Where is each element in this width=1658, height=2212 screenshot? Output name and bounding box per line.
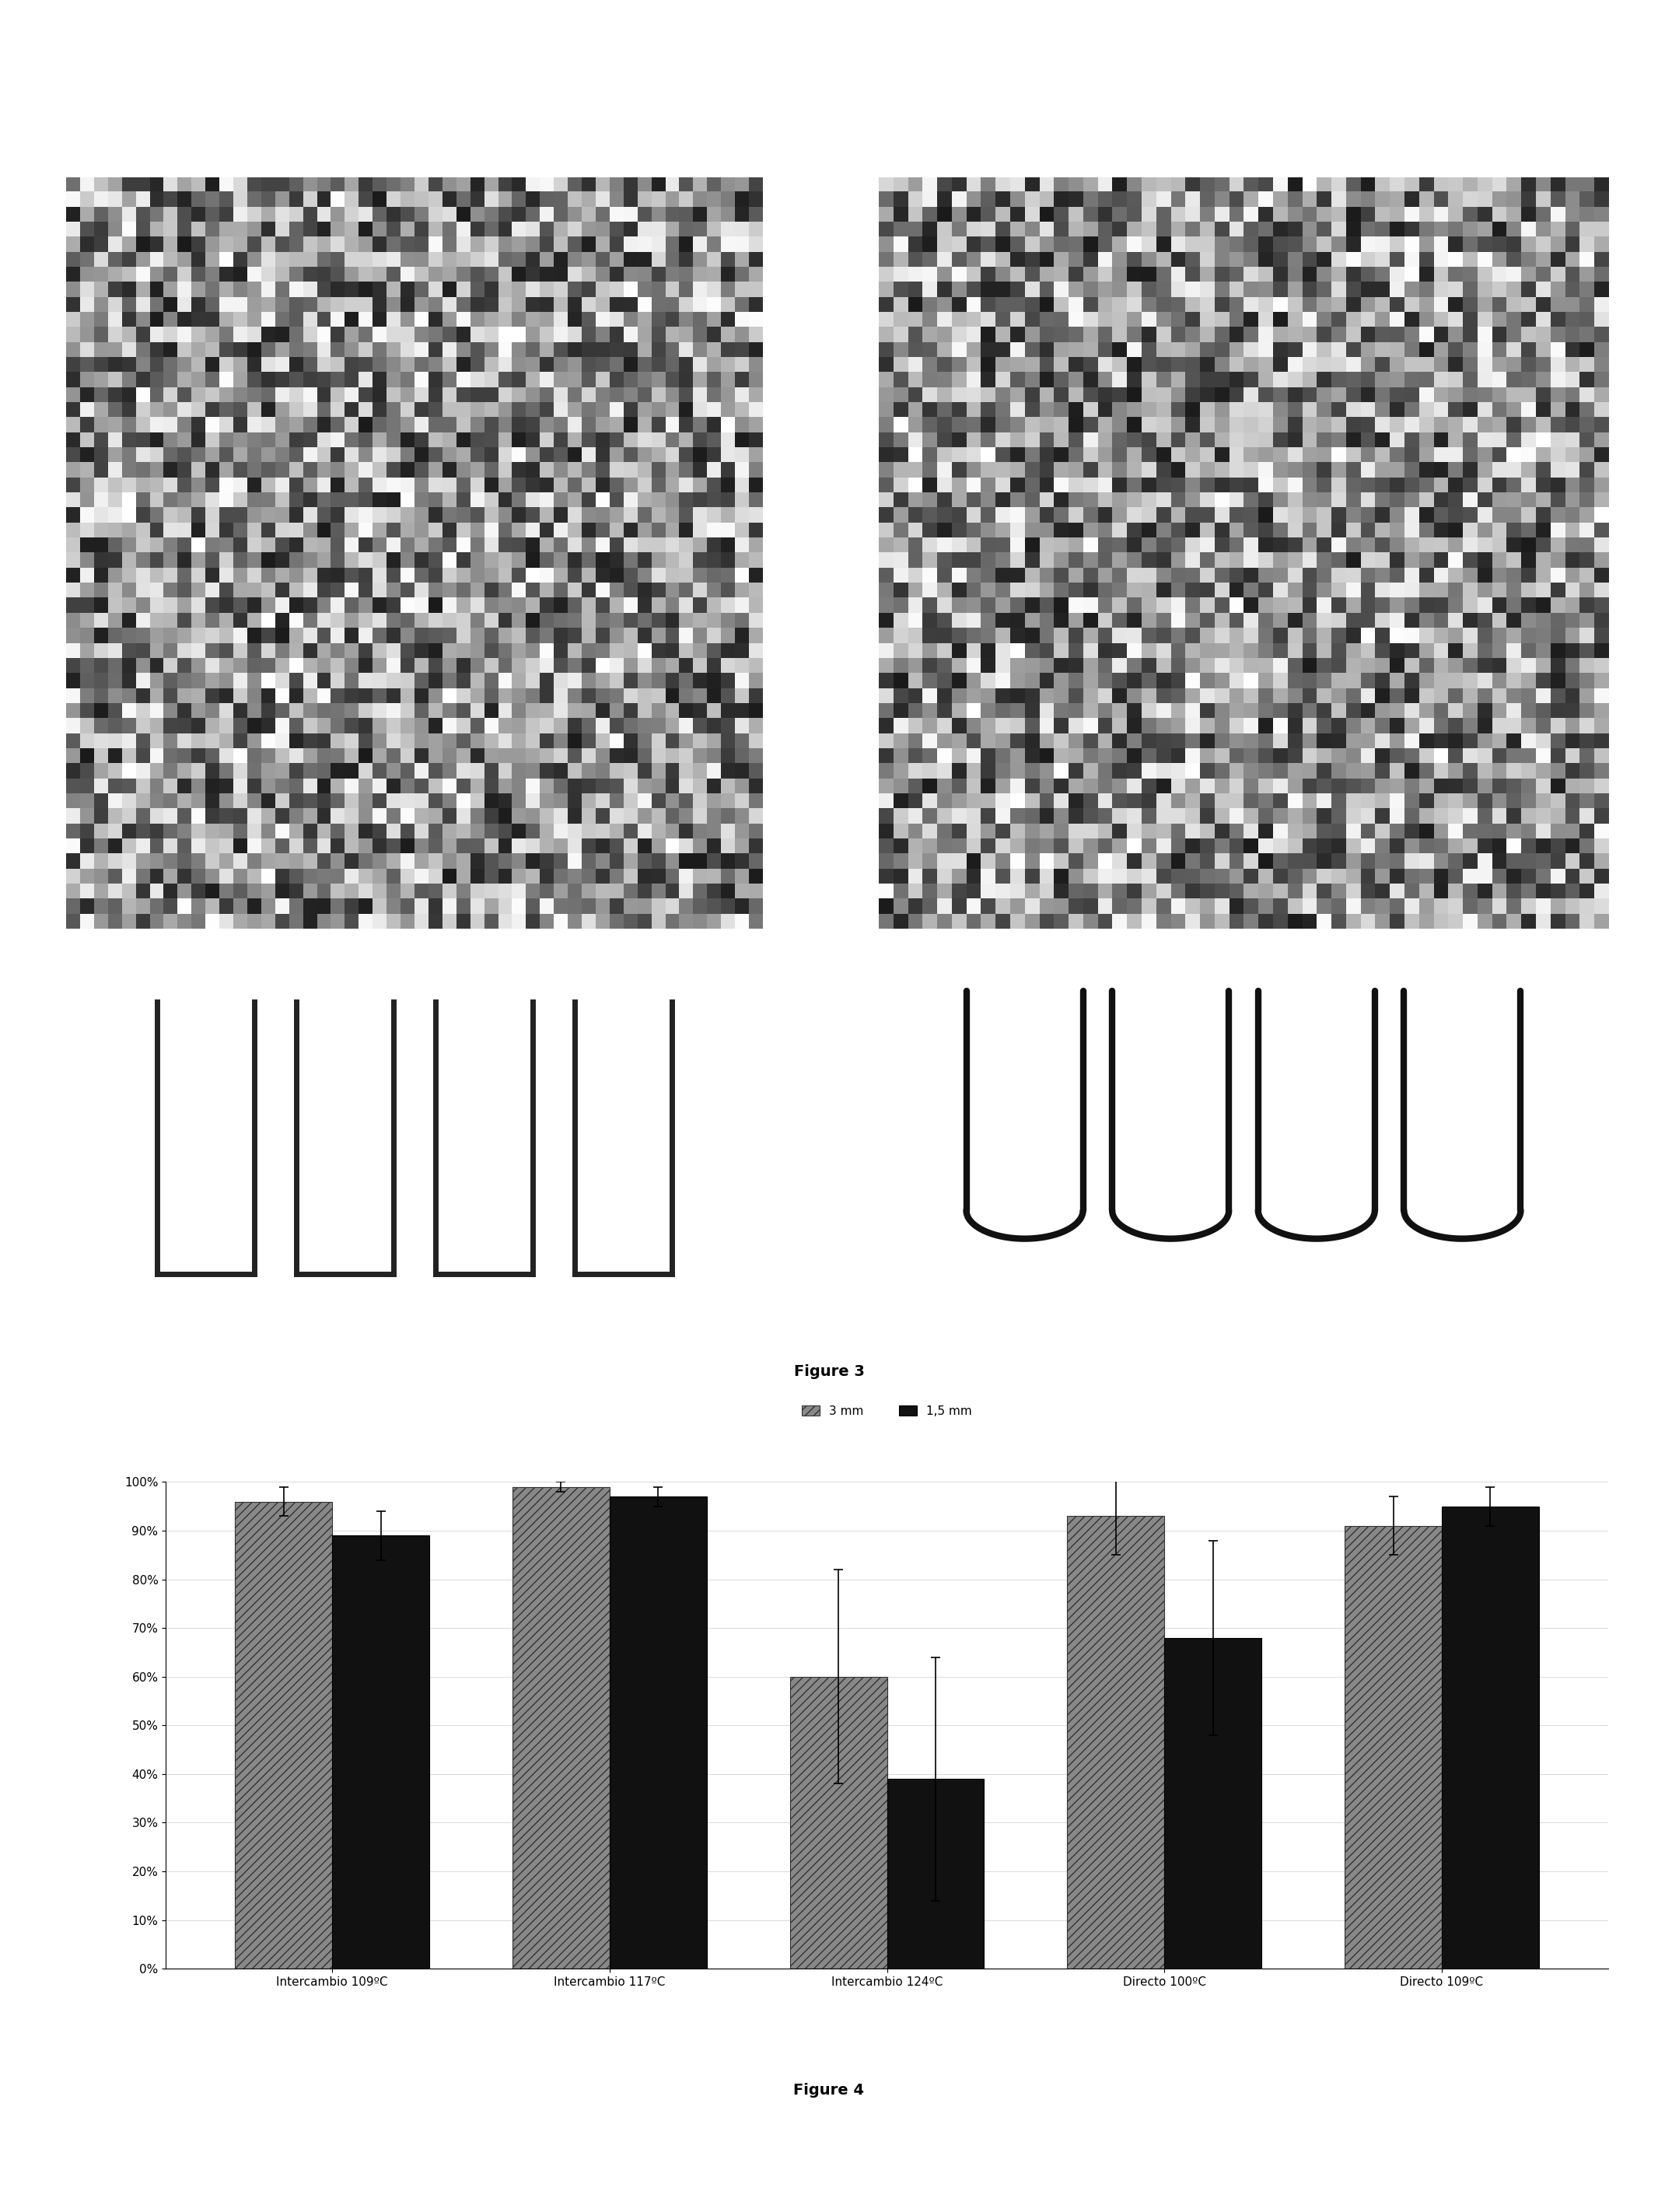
- Bar: [610, 1498, 706, 1969]
- Text: Figure 3: Figure 3: [794, 1365, 864, 1378]
- Legend: 3 mm, 1,5 mm: 3 mm, 1,5 mm: [797, 1400, 977, 1422]
- Text: Figure 4: Figure 4: [794, 2084, 864, 2097]
- Bar: [235, 1502, 332, 1969]
- Bar: [789, 1677, 887, 1969]
- Bar: [1345, 1526, 1442, 1969]
- Bar: [1068, 1515, 1164, 1969]
- Bar: [332, 1535, 429, 1969]
- Bar: [1164, 1637, 1262, 1969]
- Bar: [512, 1486, 610, 1969]
- Bar: [887, 1778, 985, 1969]
- Bar: [1442, 1506, 1539, 1969]
